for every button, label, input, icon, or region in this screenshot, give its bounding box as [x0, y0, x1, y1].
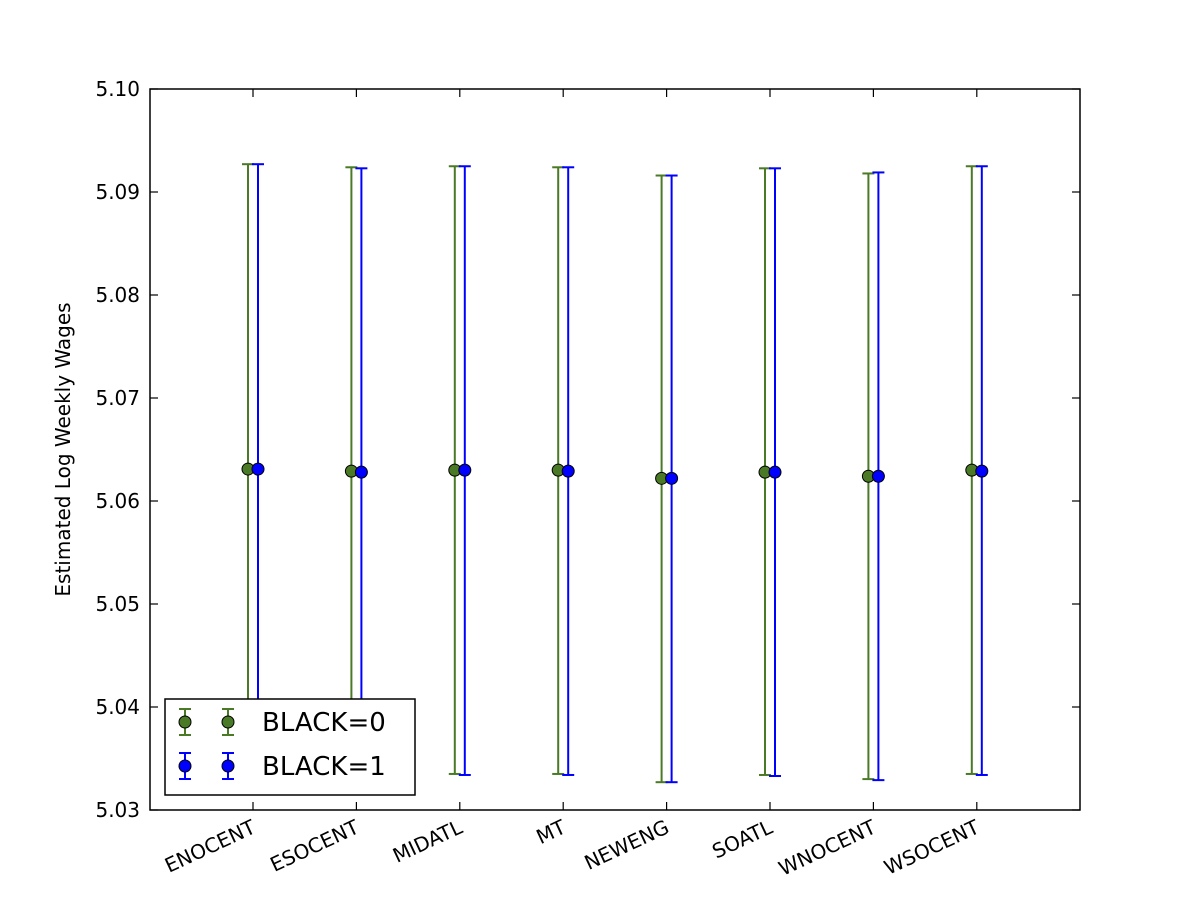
data-layer — [241, 163, 989, 784]
legend-box — [164, 698, 416, 796]
x-tick-label: ENOCENT — [161, 814, 260, 877]
legend-label: BLACK=0 — [262, 708, 386, 738]
legend-entry: BLACK=0 — [178, 708, 386, 738]
legend-entry: BLACK=1 — [178, 752, 386, 782]
legend-marker — [178, 759, 192, 773]
y-axis-label: Estimated Log Weekly Wages — [51, 302, 75, 596]
x-tick-label: SOATL — [708, 814, 777, 863]
y-tick-label: 5.09 — [95, 180, 140, 204]
y-tick-label: 5.04 — [95, 695, 140, 719]
data-point — [871, 469, 885, 483]
x-tick-label: WNOCENT — [775, 814, 880, 880]
series-BLACK=1 — [251, 163, 989, 784]
series-BLACK=0 — [241, 163, 979, 784]
data-point — [768, 465, 782, 479]
x-tick-label: WSOCENT — [880, 814, 983, 879]
legend-marker — [221, 715, 235, 729]
y-tick-label: 5.05 — [95, 592, 140, 616]
data-point — [458, 463, 472, 477]
legend: BLACK=0 BLACK=1 — [164, 698, 416, 796]
y-tick-label: 5.06 — [95, 489, 140, 513]
plot-area-frame — [149, 88, 1081, 811]
x-tick-label: ESOCENT — [266, 814, 363, 876]
y-tick-label: 5.08 — [95, 283, 140, 307]
data-point — [561, 464, 575, 478]
data-point — [975, 464, 989, 478]
legend-marker — [221, 759, 235, 773]
x-tick-label: MIDATL — [389, 814, 467, 867]
y-tick-label: 5.07 — [95, 386, 140, 410]
y-axis: 5.03 5.04 5.05 5.06 5.07 5.08 5.09 5.10 — [95, 77, 1080, 822]
x-tick-label: NEWENG — [581, 815, 673, 875]
data-point — [354, 465, 368, 479]
data-point — [251, 462, 265, 476]
legend-label: BLACK=1 — [262, 752, 386, 782]
data-point — [665, 471, 679, 485]
x-tick-label: MT — [532, 814, 570, 849]
legend-marker — [178, 715, 192, 729]
y-tick-label: 5.10 — [95, 77, 140, 101]
y-tick-label: 5.03 — [95, 798, 140, 822]
